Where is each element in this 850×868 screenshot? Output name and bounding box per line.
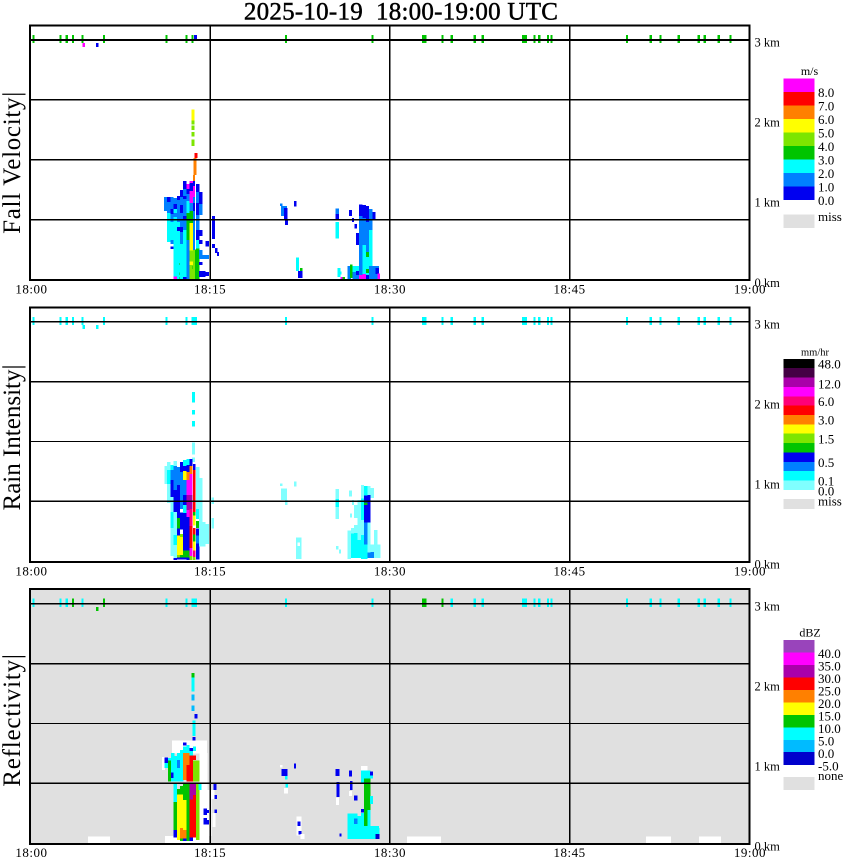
svg-text:miss: miss — [818, 494, 842, 509]
svg-text:0 km: 0 km — [755, 558, 781, 572]
svg-text:6.0: 6.0 — [818, 394, 834, 409]
svg-text:none: none — [818, 768, 844, 783]
svg-text:18:45: 18:45 — [554, 563, 586, 578]
svg-text:8.0: 8.0 — [818, 85, 834, 100]
svg-text:18:30: 18:30 — [374, 282, 406, 297]
svg-text:2 km: 2 km — [755, 397, 781, 411]
svg-text:18:00: 18:00 — [15, 845, 47, 860]
svg-text:1.0: 1.0 — [818, 179, 834, 194]
svg-text:18:45: 18:45 — [554, 282, 586, 297]
svg-text:2.0: 2.0 — [818, 166, 834, 181]
svg-text:4.0: 4.0 — [818, 139, 834, 154]
svg-text:12.0: 12.0 — [818, 376, 841, 391]
svg-text:5.0: 5.0 — [818, 733, 834, 748]
svg-text:0 km: 0 km — [755, 840, 781, 854]
svg-text:3 km: 3 km — [755, 317, 781, 331]
svg-text:18:15: 18:15 — [194, 282, 226, 297]
svg-text:18:15: 18:15 — [194, 563, 226, 578]
svg-text:-5.0: -5.0 — [818, 758, 839, 773]
svg-text:40.0: 40.0 — [818, 646, 841, 661]
svg-text:m/s: m/s — [801, 64, 819, 78]
svg-text:35.0: 35.0 — [818, 659, 841, 674]
svg-text:18:00: 18:00 — [15, 563, 47, 578]
svg-text:5.0: 5.0 — [818, 126, 834, 141]
svg-text:Fall Velocity|: Fall Velocity| — [0, 91, 26, 234]
svg-text:2025-10-19 18:00-19:00 UTC: 2025-10-19 18:00-19:00 UTC — [244, 0, 558, 26]
svg-text:1 km: 1 km — [755, 478, 781, 492]
svg-text:19:00: 19:00 — [734, 563, 766, 578]
svg-text:18:30: 18:30 — [374, 845, 406, 860]
svg-text:15.0: 15.0 — [818, 708, 841, 723]
svg-text:25.0: 25.0 — [818, 684, 841, 699]
svg-text:48.0: 48.0 — [818, 356, 841, 371]
svg-text:10.0: 10.0 — [818, 721, 841, 736]
svg-text:18:45: 18:45 — [554, 845, 586, 860]
svg-text:3 km: 3 km — [755, 599, 781, 613]
svg-text:0.0: 0.0 — [818, 193, 834, 208]
svg-text:20.0: 20.0 — [818, 696, 841, 711]
svg-text:19:00: 19:00 — [734, 282, 766, 297]
svg-text:3 km: 3 km — [755, 36, 781, 50]
svg-text:mm/hr: mm/hr — [801, 347, 830, 358]
svg-text:0.0: 0.0 — [818, 483, 834, 498]
svg-text:18:30: 18:30 — [374, 563, 406, 578]
svg-text:Rain Intensity|: Rain Intensity| — [0, 365, 26, 511]
svg-text:2 km: 2 km — [755, 116, 781, 130]
svg-text:miss: miss — [818, 209, 842, 224]
svg-text:3.0: 3.0 — [818, 153, 834, 168]
svg-text:18:00: 18:00 — [15, 282, 47, 297]
svg-text:1 km: 1 km — [755, 196, 781, 210]
svg-text:0.1: 0.1 — [818, 473, 834, 488]
svg-text:3.0: 3.0 — [818, 412, 834, 427]
svg-text:2 km: 2 km — [755, 679, 781, 693]
svg-text:0.0: 0.0 — [818, 746, 834, 761]
svg-text:1 km: 1 km — [755, 760, 781, 774]
svg-text:1.5: 1.5 — [818, 432, 834, 447]
svg-text:6.0: 6.0 — [818, 112, 834, 127]
svg-text:30.0: 30.0 — [818, 671, 841, 686]
svg-text:0 km: 0 km — [755, 276, 781, 290]
svg-text:Reflectivity|: Reflectivity| — [0, 653, 26, 786]
svg-text:dBZ: dBZ — [799, 626, 820, 640]
svg-text:19:00: 19:00 — [734, 845, 766, 860]
svg-text:18:15: 18:15 — [194, 845, 226, 860]
svg-text:0.5: 0.5 — [818, 455, 834, 470]
svg-text:7.0: 7.0 — [818, 99, 834, 114]
